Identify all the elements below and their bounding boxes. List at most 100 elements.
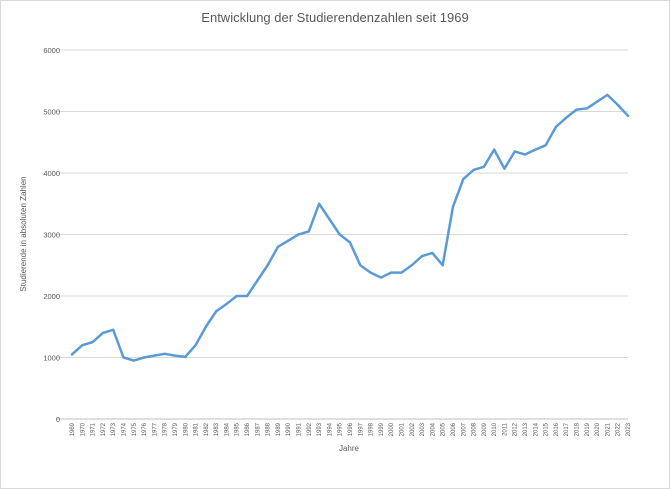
x-tick-label: 1982 xyxy=(204,422,210,436)
data-point xyxy=(91,340,94,344)
x-tick-label: 1997 xyxy=(358,422,364,436)
x-tick-label: 2018 xyxy=(575,422,581,436)
data-point xyxy=(266,264,269,267)
x-tick-label: 2012 xyxy=(513,422,519,436)
x-tick-label: 1980 xyxy=(183,422,189,436)
data-point xyxy=(389,271,393,274)
y-axis-title: Studierende in absoluten Zahlen xyxy=(19,176,28,291)
data-point xyxy=(595,100,599,103)
y-tick-label: 1000 xyxy=(43,354,60,363)
data-point xyxy=(565,116,568,119)
gridlines xyxy=(56,49,628,420)
data-point xyxy=(184,355,187,359)
data-point xyxy=(369,271,372,274)
data-point xyxy=(472,168,475,172)
data-point xyxy=(359,264,362,267)
x-tick-label: 1974 xyxy=(121,422,127,436)
x-tick-label: 1979 xyxy=(173,422,179,436)
x-tick-label: 2021 xyxy=(605,422,611,436)
data-point xyxy=(307,230,311,233)
data-point xyxy=(204,325,208,328)
data-point xyxy=(410,264,413,267)
data-point xyxy=(276,245,280,248)
data-point xyxy=(317,202,321,205)
x-tick-label: 1978 xyxy=(163,422,169,436)
data-point xyxy=(626,114,630,118)
y-tick-label: 0 xyxy=(56,415,60,424)
data-point xyxy=(163,352,166,356)
x-tick-label: 2016 xyxy=(554,422,560,436)
x-axis-title: Jahre xyxy=(339,444,360,453)
data-point xyxy=(101,331,105,335)
data-point xyxy=(122,356,125,359)
x-tick-label: 1994 xyxy=(327,422,333,436)
data-point xyxy=(214,310,218,313)
data-point xyxy=(420,254,424,258)
data-point xyxy=(379,276,383,279)
y-tick-label: 2000 xyxy=(43,292,60,301)
x-tick-label: 1981 xyxy=(194,422,200,436)
x-tick-label: 2017 xyxy=(564,422,570,436)
data-point xyxy=(482,165,486,169)
data-point xyxy=(256,279,259,282)
x-tick-label: 1973 xyxy=(111,422,117,436)
y-axis-ticks: 0 1000 2000 3000 4000 5000 6000 xyxy=(43,46,60,424)
chart-title: Entwicklung der Studierendenzahlen seit … xyxy=(201,10,468,25)
data-point xyxy=(111,328,115,332)
x-tick-label: 1977 xyxy=(152,422,158,436)
x-tick-label: 1990 xyxy=(286,422,292,436)
x-tick-label: 1993 xyxy=(317,422,323,436)
x-axis-ticks: 1969 1970 1971 1972 1973 1974 1975 1976 1977 1978… xyxy=(70,422,632,436)
data-point xyxy=(235,294,238,298)
y-tick-label: 5000 xyxy=(43,108,60,117)
x-tick-label: 1969 xyxy=(70,422,76,436)
data-point xyxy=(534,148,537,151)
x-tick-label: 1984 xyxy=(224,422,230,436)
data-point xyxy=(513,150,516,153)
x-tick-label: 1999 xyxy=(379,422,385,436)
x-tick-label: 1987 xyxy=(255,422,261,436)
x-tick-label: 1986 xyxy=(245,422,251,436)
x-tick-label: 2015 xyxy=(544,422,550,436)
x-tick-label: 1989 xyxy=(276,422,282,436)
x-tick-label: 2005 xyxy=(441,422,447,436)
x-tick-label: 1992 xyxy=(307,422,313,436)
x-tick-label: 1988 xyxy=(266,422,272,436)
data-point xyxy=(194,344,197,347)
data-point xyxy=(348,241,352,244)
x-tick-label: 1996 xyxy=(348,422,354,436)
x-tick-label: 2009 xyxy=(482,422,488,436)
data-point xyxy=(245,294,249,298)
data-point xyxy=(173,354,177,357)
y-tick-label: 3000 xyxy=(43,231,60,240)
data-point xyxy=(503,167,506,170)
x-tick-label: 2010 xyxy=(492,422,498,436)
x-tick-label: 2020 xyxy=(595,422,601,436)
x-tick-label: 2004 xyxy=(430,422,436,436)
x-tick-label: 1972 xyxy=(101,422,107,436)
data-point xyxy=(492,148,496,151)
x-tick-label: 2008 xyxy=(472,422,478,436)
data-point xyxy=(338,233,341,236)
data-point xyxy=(523,153,527,156)
x-tick-label: 2003 xyxy=(420,422,426,436)
data-point xyxy=(70,353,74,356)
x-tick-label: 2013 xyxy=(523,422,529,436)
data-point xyxy=(400,271,403,274)
x-tick-label: 2014 xyxy=(533,422,539,436)
data-point xyxy=(462,177,465,181)
series-line xyxy=(70,93,630,362)
x-tick-label: 1983 xyxy=(214,422,220,436)
x-tick-label: 1998 xyxy=(369,422,375,436)
data-points xyxy=(70,93,630,362)
data-point xyxy=(585,107,589,110)
data-point xyxy=(81,344,84,347)
x-tick-label: 2023 xyxy=(626,422,632,436)
data-point xyxy=(451,205,455,209)
x-tick-label: 2006 xyxy=(451,422,457,436)
data-point xyxy=(132,359,135,362)
x-tick-label: 1991 xyxy=(297,422,303,436)
x-tick-label: 1970 xyxy=(80,422,86,436)
